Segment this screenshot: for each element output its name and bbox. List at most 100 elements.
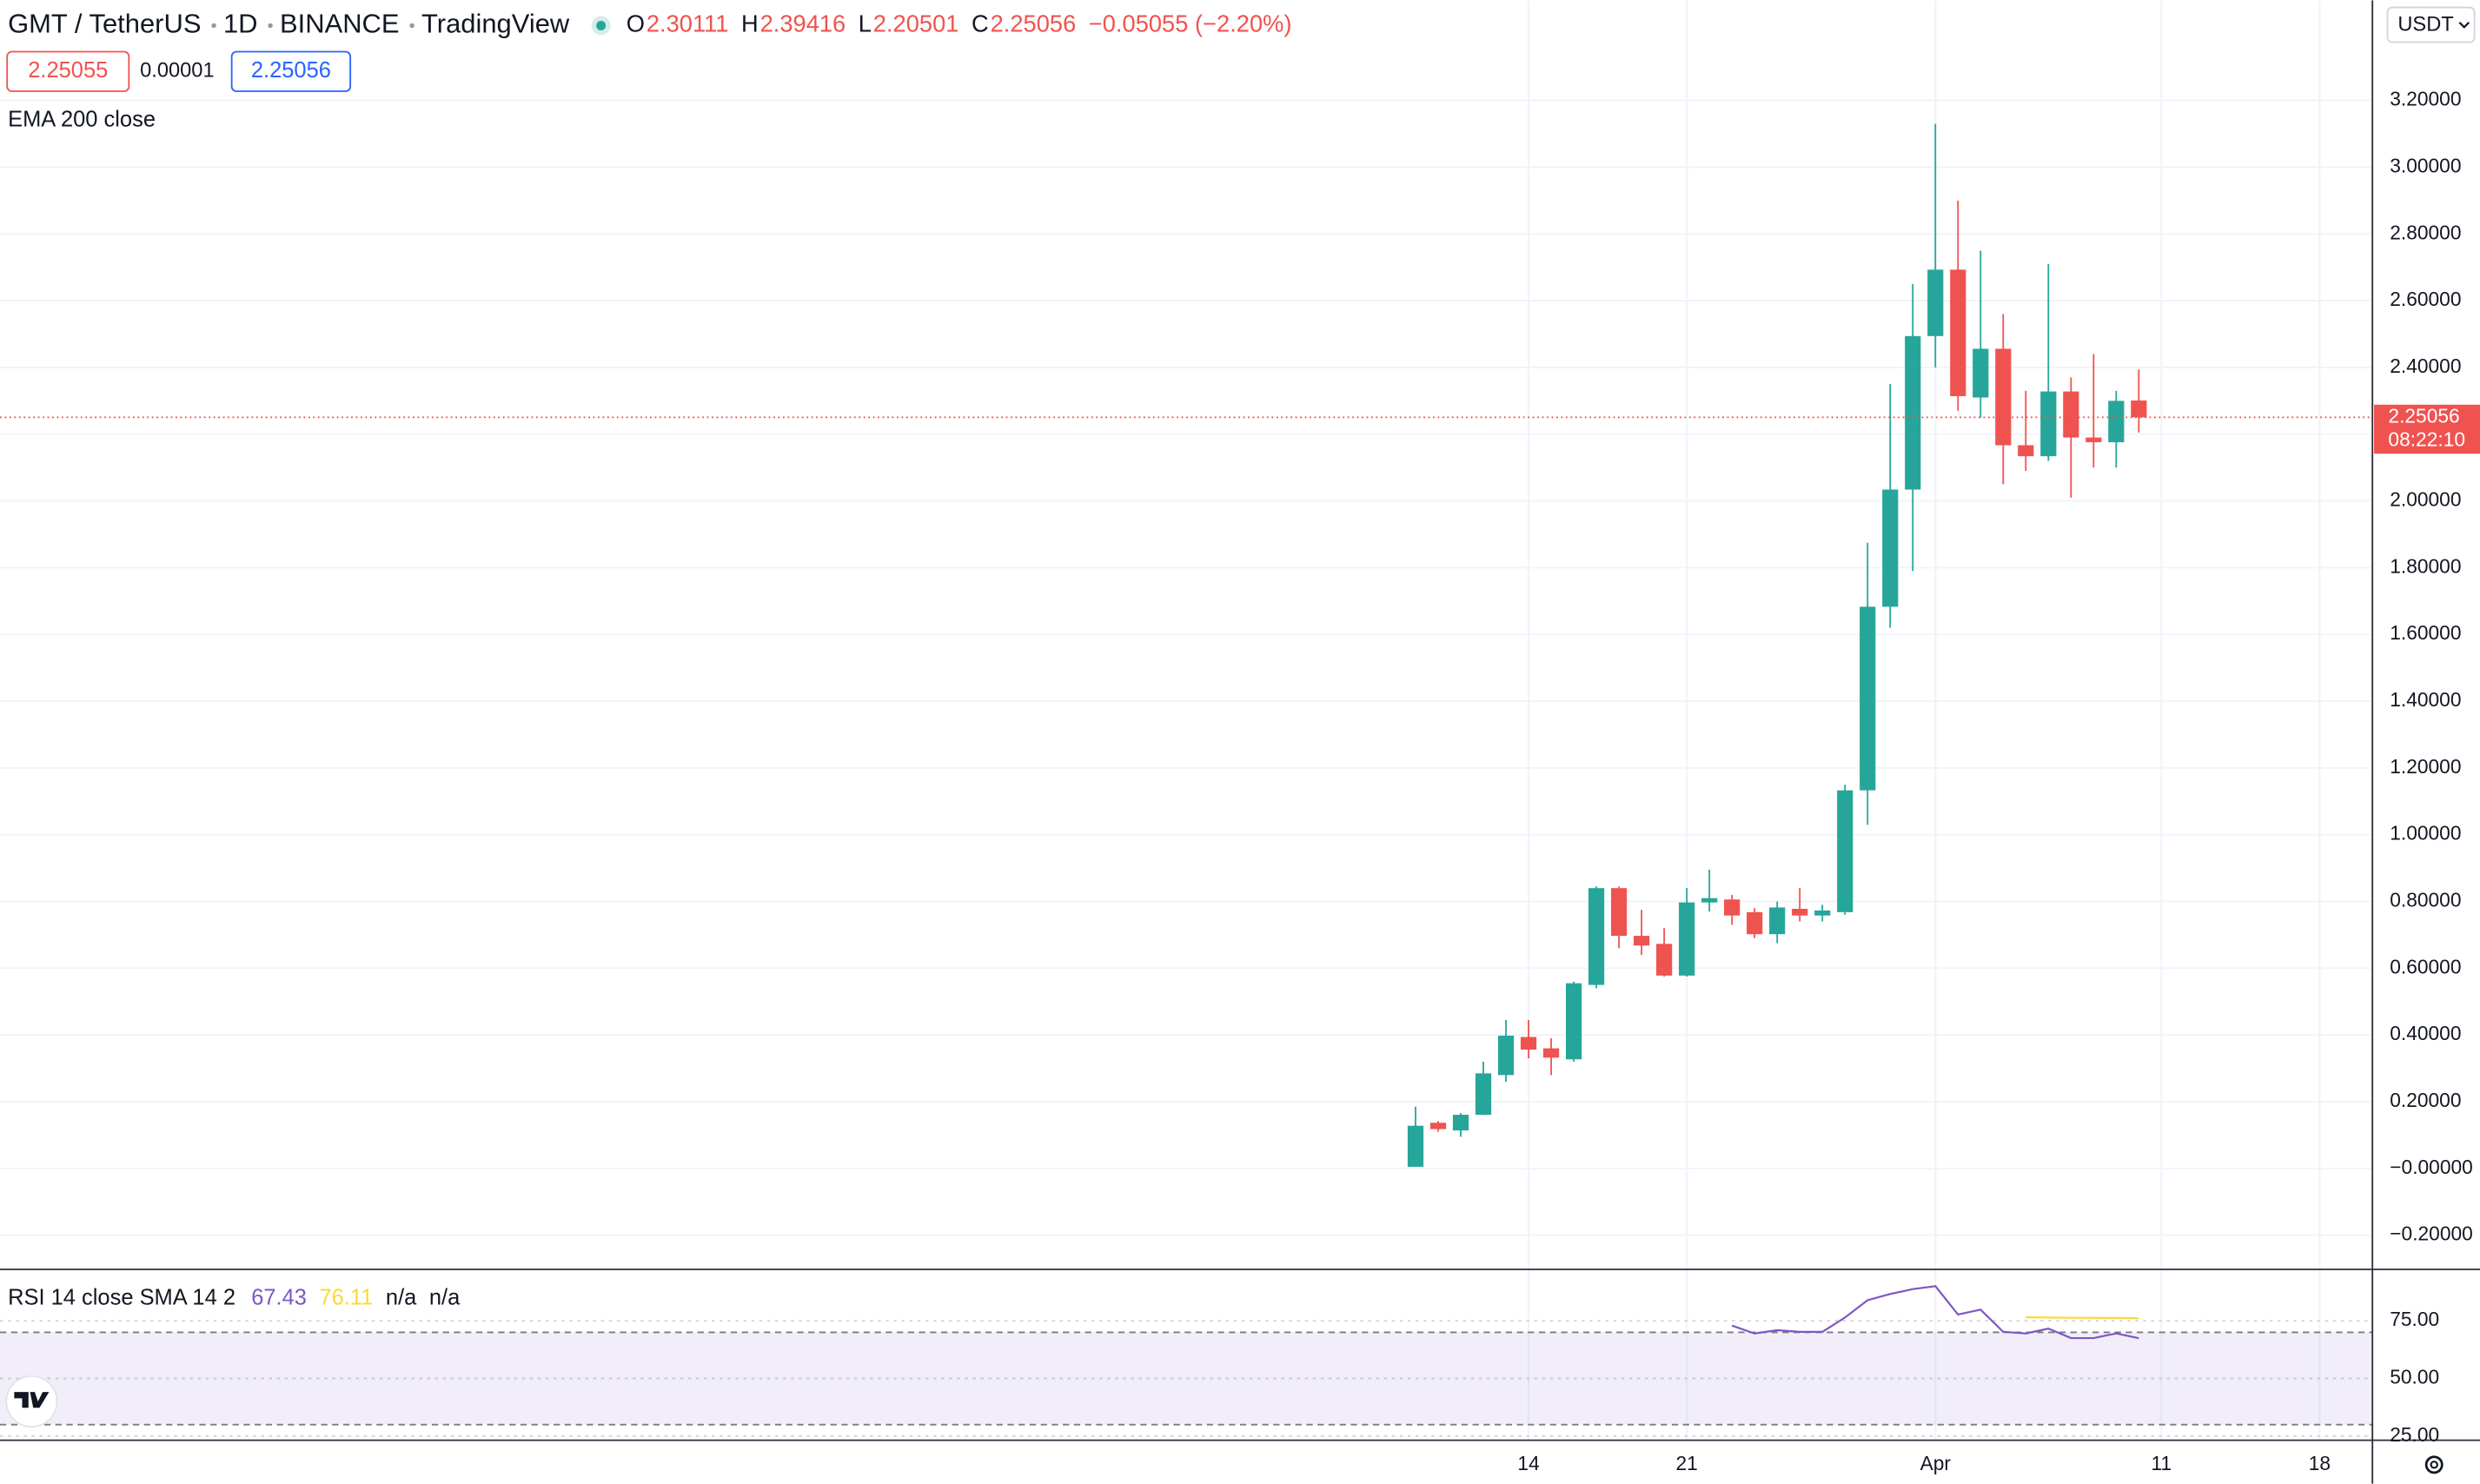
candle-body: [1724, 899, 1741, 916]
x-tick-label: Apr: [1920, 1452, 1952, 1474]
candle-body: [1497, 1035, 1515, 1076]
currency-dropdown[interactable]: [2386, 6, 2476, 43]
live-dot: [596, 21, 607, 30]
ohlc-value: 2.30111: [647, 10, 729, 37]
candle-body: [1837, 790, 1853, 912]
x-tick-label: 18: [2309, 1452, 2331, 1474]
candle-body: [1927, 269, 1944, 336]
candle-body: [2131, 400, 2147, 418]
y-tick-label: 0.20000: [2390, 1089, 2461, 1111]
symbol: GMT / TetherUS: [8, 9, 201, 39]
candle-body: [1475, 1073, 1492, 1116]
candle-body: [2085, 437, 2102, 442]
candle-body: [1407, 1125, 1424, 1167]
x-tick-label: 21: [1676, 1452, 1698, 1474]
y-tick-label: 3.20000: [2390, 88, 2461, 110]
y-tick-label: 2.60000: [2390, 288, 2461, 310]
y-tick-label: 2.00000: [2390, 488, 2461, 511]
y-tick-label: 1.40000: [2390, 688, 2461, 711]
candle-body: [1634, 936, 1650, 946]
legend-overlay: 2.25055 0.00001 2.25056 EMA 200 close US…: [5, 6, 2476, 1474]
last-price-label: 2.25056: [2388, 404, 2459, 427]
spread: 0.00001: [140, 60, 215, 83]
countdown: 08:22:10: [2388, 428, 2465, 451]
candle-body: [2040, 391, 2057, 457]
x-tick-label: 11: [2152, 1452, 2172, 1474]
candle-body: [1588, 888, 1605, 985]
marks: [0, 123, 2373, 1340]
ohlc-value: 2.20501: [873, 10, 959, 37]
candle-body: [1611, 888, 1628, 937]
y-tick-label: 0.40000: [2390, 1022, 2461, 1044]
rsi-line: [1731, 1285, 2139, 1340]
candle-body: [1769, 907, 1786, 935]
ohlc-key: O: [627, 10, 645, 37]
y-tick-label: 1.20000: [2390, 755, 2461, 778]
y-tick-label: −0.20000: [2390, 1222, 2473, 1245]
candle-body: [1814, 910, 1831, 916]
source: TradingView: [421, 9, 570, 39]
ohlc-key: C: [971, 10, 989, 37]
x-tick-label: 14: [1517, 1452, 1539, 1474]
rsi-band-layer: [0, 1331, 2373, 1426]
separator-dot: [409, 23, 414, 29]
candle-body: [1860, 606, 1876, 791]
y-tick-label: 1.60000: [2390, 621, 2461, 644]
candle-body: [1542, 1048, 1560, 1058]
gear-hub: [2430, 1461, 2438, 1469]
dropdown-caret: [2458, 22, 2470, 29]
candle-body: [1950, 269, 1966, 396]
y-tick-label: 0.60000: [2390, 955, 2461, 977]
ohlc-value: 2.39416: [760, 10, 846, 37]
ohlc-value: 2.25056: [991, 10, 1077, 37]
rsi-title: RSI 14 close SMA 14 2: [8, 1285, 235, 1309]
indicator-label: EMA 200 close: [8, 107, 156, 131]
currency[interactable]: USDT: [2397, 14, 2453, 36]
candle-body: [1747, 911, 1763, 935]
candle-body: [2063, 391, 2079, 438]
ask-box[interactable]: [230, 50, 352, 92]
candle-body: [1452, 1115, 1469, 1131]
candle-body: [1520, 1037, 1537, 1050]
axes: 14 21 Apr 11 18 −0.20000 −0.00000 0.20000 0.4000…: [1517, 88, 2480, 1474]
y-tick-label: 0.80000: [2390, 889, 2461, 911]
rsi-value: 67.43: [251, 1285, 307, 1309]
candle-body: [2018, 445, 2034, 457]
y-tick-label: 25.00: [2390, 1423, 2439, 1446]
exchange: BINANCE: [280, 9, 400, 39]
y-tick-label: 75.00: [2390, 1308, 2439, 1330]
ohlc-key: H: [741, 10, 759, 37]
candle-body: [1905, 335, 1921, 490]
bid-price: 2.25055: [28, 58, 108, 83]
ohlc-key: L: [859, 10, 872, 37]
candle-body: [1566, 983, 1582, 1060]
logo-badge[interactable]: [5, 1375, 58, 1428]
y-tick-label: 2.40000: [2390, 354, 2461, 377]
candle-body: [2108, 401, 2125, 442]
separator-dot: [268, 23, 273, 29]
y-tick-label: 3.00000: [2390, 154, 2461, 176]
y-tick-label: 1.80000: [2390, 554, 2461, 577]
candle-body: [1429, 1123, 1447, 1130]
candle-body: [1973, 348, 1989, 398]
candle-body: [1701, 898, 1718, 903]
rsi-line: [2026, 1316, 2139, 1320]
gear[interactable]: [2424, 1455, 2444, 1474]
candle-body: [1995, 348, 2012, 446]
rsi-band-fill: [0, 1332, 2373, 1425]
y-tick-label: 2.80000: [2390, 221, 2461, 243]
settings-icon[interactable]: [2424, 1455, 2444, 1474]
bid-box[interactable]: [6, 50, 130, 92]
candle-body: [1679, 902, 1695, 976]
grid: [0, 0, 2373, 1440]
rsi-extra: n/a: [386, 1285, 417, 1309]
rsi-extra: n/a: [429, 1285, 461, 1309]
y-tick-label: 1.00000: [2390, 822, 2461, 845]
logo: [14, 1392, 50, 1408]
separator-dot: [211, 23, 216, 29]
candle-body: [1792, 908, 1808, 916]
rsi-value: 76.11: [320, 1285, 374, 1309]
